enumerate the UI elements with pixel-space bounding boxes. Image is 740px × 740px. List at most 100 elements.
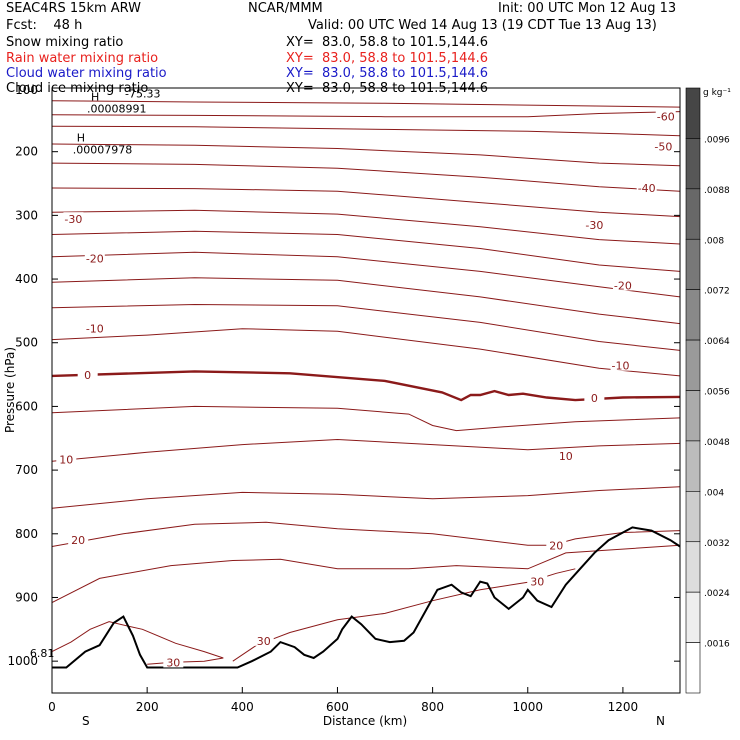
colorbar-label: .0024 [704,589,730,599]
y-tick-label: 300 [15,208,38,222]
isotherm-label: -60 [657,111,675,124]
colorbar-swatch [685,238,701,290]
isotherm-label-bg [253,633,274,646]
isotherm-label-bg [546,538,567,551]
isotherm--35 [52,187,680,218]
y-tick-label: 200 [15,145,38,159]
colorbar: .0096 .0088 .008 .0072 .0064 .0056 .0048 .004 .0… [685,87,730,694]
isotherm-5 [52,405,680,432]
x-end-right-label: N [656,714,665,728]
colorbar-swatch [685,491,701,543]
isotherm--50 [52,125,680,137]
isotherm-label: 10 [59,453,73,466]
isotherm-layer [52,100,680,665]
isotherm-30b [232,568,576,662]
field-snow-xy: XY= 83.0, 58.8 to 101.5,144.6 [286,35,489,50]
header-valid: Valid: 00 UTC Wed 14 Aug 13 (19 CDT Tue … [308,18,657,33]
label-layer: -60 -50 -40 -30 -30 -20 -20 -10 -10 0 0 10 10 20 20 30 3… [30,88,676,669]
isotherm-label-bg [163,655,184,668]
isotherm--5 [52,328,680,377]
extremum-value: 6.81 [30,647,55,660]
isotherm-20 [52,521,680,547]
field-snow-label: Snow mixing ratio [6,35,124,50]
isotherm-label-bg [527,574,548,587]
field-cloud-water-label: Cloud water mixing ratio [6,66,167,81]
field-rain-label: Rain water mixing ratio [6,51,159,66]
colorbar-label: .0056 [704,388,730,398]
isotherm--15 [52,277,680,325]
colorbar-swatch [685,390,701,442]
isotherm-label-bg [653,139,674,152]
y-tick-label: 600 [15,399,38,413]
isotherm-label: 20 [71,534,85,547]
colorbar-swatch [685,339,701,391]
high-marker: H [77,132,85,145]
isotherm-label-bg [56,452,77,465]
y-axis-title: Pressure (hPa) [3,347,17,433]
isotherm--60 [52,100,680,108]
x-tick-label: 400 [231,700,254,714]
isotherm-label: 20 [549,539,563,552]
isotherm--45 [52,143,680,167]
field-cloud-water-xy: XY= 83.0, 58.8 to 101.5,144.6 [286,66,489,81]
colorbar-unit: g kg⁻¹ [703,88,731,98]
isotherm-label-bg [84,321,105,334]
colorbar-label: .0064 [704,337,730,347]
isotherm-25 [52,544,680,604]
isotherm-label: -10 [612,360,630,373]
y-tick-label: 500 [15,336,38,350]
colorbar-label: .0088 [704,186,730,196]
colorbar-swatch [685,87,701,139]
colorbar-label: .0072 [704,287,730,297]
x-tick-label: 1200 [608,700,639,714]
colorbar-label: .0096 [704,135,730,145]
x-tick-label: 1000 [512,700,543,714]
isotherm-label: 10 [559,450,573,463]
isotherm-label: -50 [654,141,672,154]
header-source: NCAR/MMM [248,1,323,16]
terrain-line [52,526,680,669]
isotherm-label-bg [584,217,605,230]
isotherm-label-bg [636,180,657,193]
colorbar-swatch [685,541,701,593]
isotherm-label-bg [555,449,576,462]
isotherm-label-bg [63,212,84,225]
isotherm-label: 0 [591,392,598,405]
colorbar-label: .0048 [704,438,730,448]
isotherm-15 [52,486,680,509]
isotherm-label-bg [584,391,605,404]
isotherm-30a [52,621,224,665]
terrain-layer [52,526,680,669]
x-tick-label: 200 [136,700,159,714]
isotherm-label-bg [610,358,631,371]
x-tick-label: 800 [421,700,444,714]
isotherm-10 [52,438,680,462]
colorbar-label: .004 [704,488,724,498]
y-tick-label: 800 [15,527,38,541]
y-top-tick-label: 100 [15,83,38,97]
extremum-value: .00007978 [73,144,133,157]
y-tick-label: 1000 [7,654,38,668]
isotherm-label-bg [655,109,676,122]
isotherm--40 [52,162,680,192]
isotherm-label: 30 [166,656,180,669]
colorbar-swatch [685,188,701,240]
isotherm--25 [52,230,680,272]
isotherm-label: -20 [86,253,104,266]
colorbar-label: .008 [704,236,724,246]
x-axis-title: Distance (km) [323,714,407,728]
isotherm-label: 30 [257,635,271,648]
isotherm-0 [52,370,680,402]
plot-frame [51,87,681,694]
isotherm--10 [52,303,680,351]
isotherm-label-bg [84,251,105,264]
x-tick-label: 0 [48,700,56,714]
isotherm-label-bg [68,533,89,546]
isotherm--20 [52,251,680,298]
isotherm-label: -30 [585,219,603,232]
colorbar-swatch [685,138,701,190]
x-tick-label: 600 [326,700,349,714]
isotherm-label-bg [77,368,98,381]
